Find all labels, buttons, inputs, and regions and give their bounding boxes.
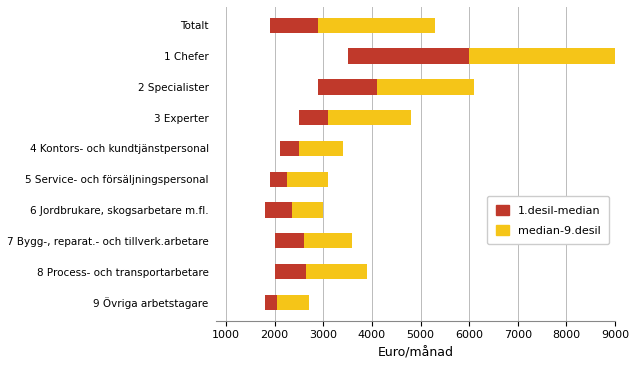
Bar (275, 264, 307, 279)
Bar (469, 48, 615, 64)
Bar (287, 172, 328, 187)
Bar (265, 295, 277, 310)
Bar (319, 18, 435, 33)
Bar (377, 79, 474, 95)
X-axis label: Euro/månad: Euro/månad (378, 346, 453, 359)
Bar (265, 202, 292, 218)
Bar (304, 233, 352, 249)
Bar (280, 141, 299, 156)
Legend: 1.desil-median, median-9.desil: 1.desil-median, median-9.desil (487, 196, 609, 244)
Bar (299, 141, 343, 156)
Bar (270, 18, 319, 33)
Bar (348, 48, 469, 64)
Bar (328, 110, 411, 126)
Bar (277, 295, 308, 310)
Bar (319, 79, 377, 95)
Bar (275, 233, 304, 249)
Bar (270, 172, 287, 187)
Bar (292, 202, 323, 218)
Bar (299, 110, 328, 126)
Bar (307, 264, 367, 279)
